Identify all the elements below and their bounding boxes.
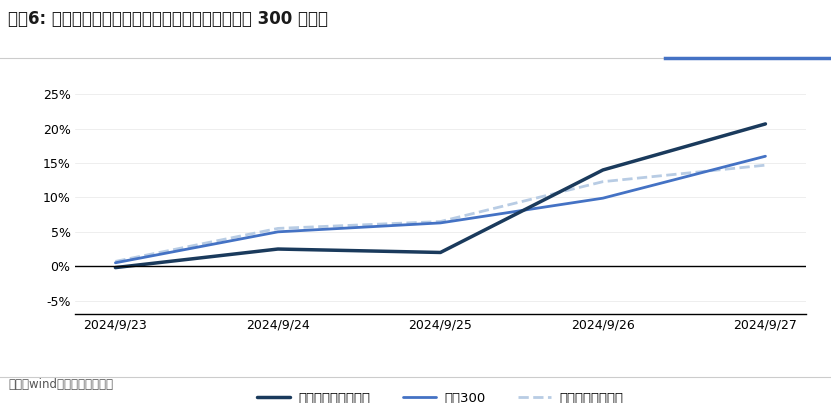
恒生物业服务及管理 <box>760 121 770 126</box>
沪深300 <box>760 154 770 159</box>
Line: 恒生物业服务及管理: 恒生物业服务及管理 <box>116 124 765 268</box>
恒生物业服务及管理 <box>111 265 120 270</box>
沪深300 <box>111 260 120 265</box>
Text: 图表6: 本周恒生物管指数、恒生中国企业指数、沪深 300 涨跌幅: 图表6: 本周恒生物管指数、恒生中国企业指数、沪深 300 涨跌幅 <box>8 10 328 28</box>
恒生物业服务及管理 <box>598 168 608 172</box>
Line: 沪深300: 沪深300 <box>116 156 765 263</box>
恒生中国企业指数 <box>435 219 445 224</box>
恒生中国企业指数 <box>273 226 283 231</box>
沪深300 <box>435 220 445 225</box>
恒生中国企业指数 <box>760 163 770 168</box>
Line: 恒生中国企业指数: 恒生中国企业指数 <box>116 165 765 262</box>
恒生物业服务及管理 <box>435 250 445 255</box>
沪深300 <box>273 229 283 234</box>
恒生物业服务及管理 <box>273 247 283 251</box>
Text: 来源：wind，国金证券研究所: 来源：wind，国金证券研究所 <box>8 378 113 391</box>
Legend: 恒生物业服务及管理, 沪深300, 恒生中国企业指数: 恒生物业服务及管理, 沪深300, 恒生中国企业指数 <box>252 386 629 403</box>
沪深300 <box>598 196 608 201</box>
恒生中国企业指数 <box>598 179 608 184</box>
恒生中国企业指数 <box>111 259 120 264</box>
